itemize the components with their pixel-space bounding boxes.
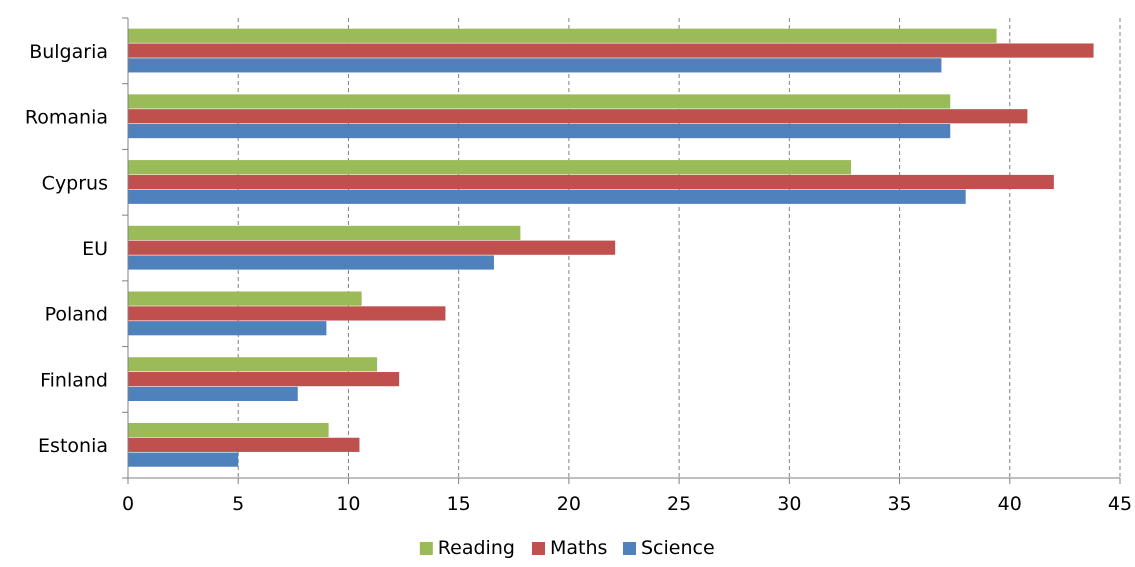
x-tick-label: 25 xyxy=(667,493,691,515)
bar-reading-poland xyxy=(128,291,362,306)
bar-reading-finland xyxy=(128,357,378,372)
legend-item-science: Science xyxy=(623,537,715,559)
y-tick-label: Estonia xyxy=(38,435,108,457)
x-tick-label: 20 xyxy=(557,493,581,515)
bar-maths-cyprus xyxy=(128,174,1054,190)
legend-label: Reading xyxy=(438,537,515,559)
legend-swatch xyxy=(623,542,636,555)
bar-reading-eu xyxy=(128,225,521,240)
y-tick-label: Bulgaria xyxy=(29,41,108,63)
x-tick-label: 10 xyxy=(336,493,360,515)
bar-maths-poland xyxy=(128,306,446,321)
x-tick-label: 40 xyxy=(998,493,1022,515)
x-tick-label: 30 xyxy=(777,493,801,515)
bar-science-poland xyxy=(128,321,327,336)
bar-science-bulgaria xyxy=(128,58,942,73)
legend-label: Maths xyxy=(550,537,607,559)
bar-science-estonia xyxy=(128,452,239,467)
bar-reading-bulgaria xyxy=(128,28,997,43)
bar-science-romania xyxy=(128,123,951,139)
bar-reading-romania xyxy=(128,94,951,109)
legend-item-maths: Maths xyxy=(532,537,607,559)
bar-maths-estonia xyxy=(128,437,360,452)
y-tick-label: Romania xyxy=(25,107,108,129)
bar-maths-eu xyxy=(128,240,616,255)
x-tick-label: 0 xyxy=(122,493,134,515)
x-tick-label: 35 xyxy=(887,493,911,515)
legend-item-reading: Reading xyxy=(419,537,515,559)
y-tick-label: Poland xyxy=(45,304,108,326)
bar-maths-finland xyxy=(128,372,400,387)
y-tick-label: Cyprus xyxy=(42,172,108,194)
x-tick-label: 15 xyxy=(447,493,471,515)
y-tick-label: Finland xyxy=(40,369,108,391)
bar-science-cyprus xyxy=(128,189,966,204)
bar-maths-bulgaria xyxy=(128,43,1094,58)
bar-reading-estonia xyxy=(128,422,329,438)
y-tick-label: EU xyxy=(82,238,108,260)
legend-swatch xyxy=(419,542,433,555)
legend-swatch xyxy=(532,542,545,555)
bar-reading-cyprus xyxy=(128,160,852,175)
x-tick-label: 45 xyxy=(1108,493,1132,515)
bar-science-eu xyxy=(128,255,494,270)
legend-label: Science xyxy=(641,537,715,559)
bar-science-finland xyxy=(128,386,298,402)
x-tick-label: 5 xyxy=(232,493,244,515)
bar-maths-romania xyxy=(128,109,1028,124)
